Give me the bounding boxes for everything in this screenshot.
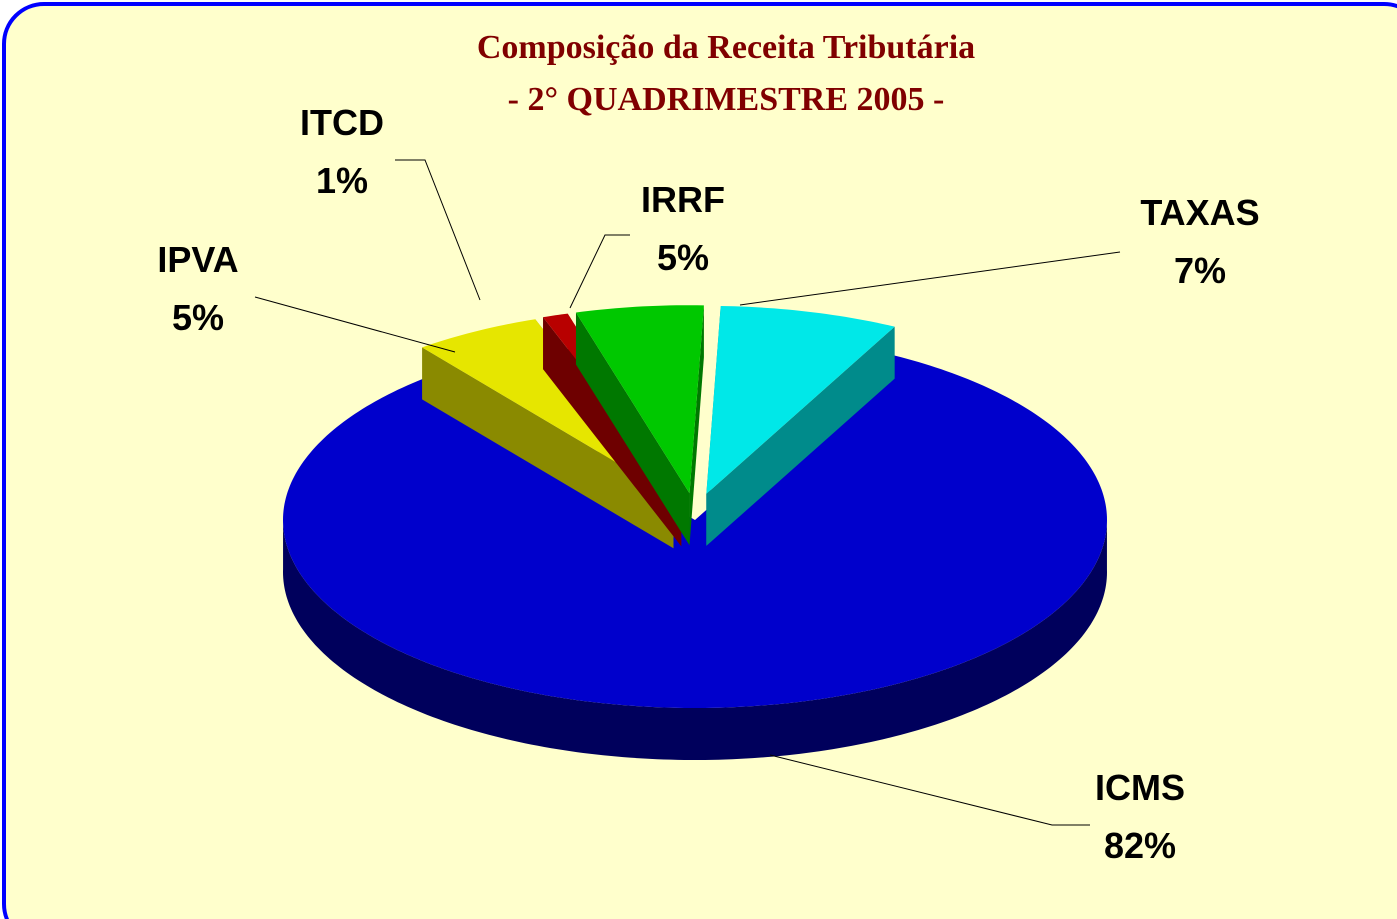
pie	[283, 305, 1107, 760]
slice-cut	[422, 347, 674, 549]
slice-label: TAXAS	[1140, 192, 1259, 233]
slice-label: ICMS	[1095, 767, 1185, 808]
slice-value-label: 82%	[1104, 825, 1176, 866]
slice	[283, 352, 1107, 708]
leader-lines	[254, 159, 1121, 826]
slice	[575, 305, 704, 494]
slice-value-label: 1%	[316, 160, 368, 201]
slice-value-label: 5%	[172, 297, 224, 338]
slice-side	[283, 516, 1107, 760]
chart-title: Composição da Receita Tributária	[477, 29, 975, 66]
leader-line	[739, 251, 1121, 306]
leader-line	[769, 754, 1090, 826]
slice	[706, 305, 895, 494]
slice-cut	[689, 305, 704, 546]
slice-value-label: 7%	[1174, 250, 1226, 291]
slice-label: IRRF	[641, 179, 725, 220]
slice-cut	[706, 326, 895, 546]
leader-line	[254, 296, 456, 353]
slice-label: IPVA	[157, 239, 238, 280]
chart-subtitle: - 2° QUADRIMESTRE 2005 -	[508, 81, 945, 118]
leader-line	[395, 159, 481, 301]
slice-label: ITCD	[300, 102, 384, 143]
slice-value-label: 5%	[657, 237, 709, 278]
leader-line	[569, 234, 630, 309]
slice-cut	[575, 312, 690, 546]
